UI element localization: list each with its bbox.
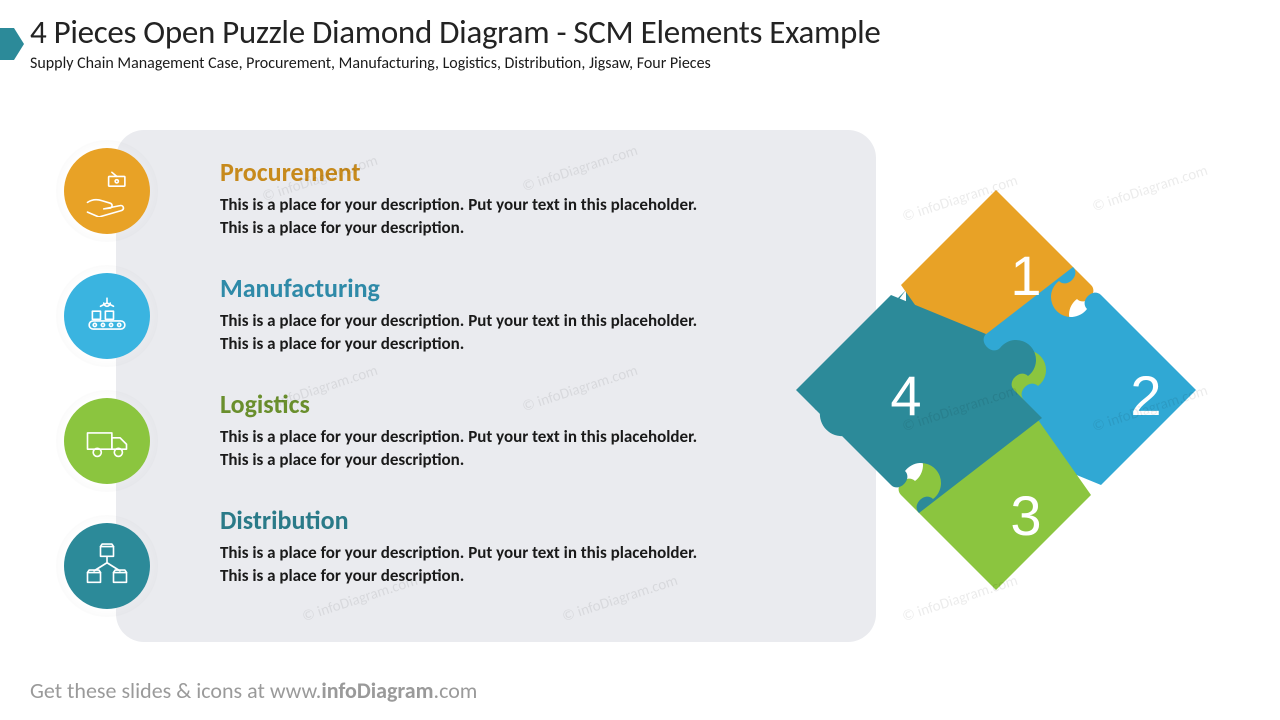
piece-number-4: 4 [890,364,921,427]
page-title: 4 Pieces Open Puzzle Diamond Diagram - S… [30,12,1250,52]
footer-credit: Get these slides & icons at www.infoDiag… [30,677,477,704]
header: 4 Pieces Open Puzzle Diamond Diagram - S… [0,0,1280,73]
piece-number-1: 1 [1010,244,1041,307]
piece-number-3: 3 [1010,484,1041,547]
conveyor-icon [64,273,150,359]
item-desc: This is a place for your description. Pu… [220,542,710,588]
item-desc: This is a place for your description. Pu… [220,310,710,356]
piece-number-2: 2 [1130,364,1161,427]
item-desc: This is a place for your description. Pu… [220,194,710,240]
stores-icon [64,523,150,609]
hand-money-icon [64,148,150,234]
accent-chevron [0,28,14,60]
truck-icon [64,398,150,484]
item-desc: This is a place for your description. Pu… [220,426,710,472]
footer-prefix: Get these slides & icons at [30,677,270,704]
puzzle-diagram: 1 2 3 4 [736,150,1256,630]
page-subtitle: Supply Chain Management Case, Procuremen… [30,54,1250,73]
footer-site-bold: infoDiagram [321,677,433,704]
footer-site-suffix: .com [434,677,478,704]
